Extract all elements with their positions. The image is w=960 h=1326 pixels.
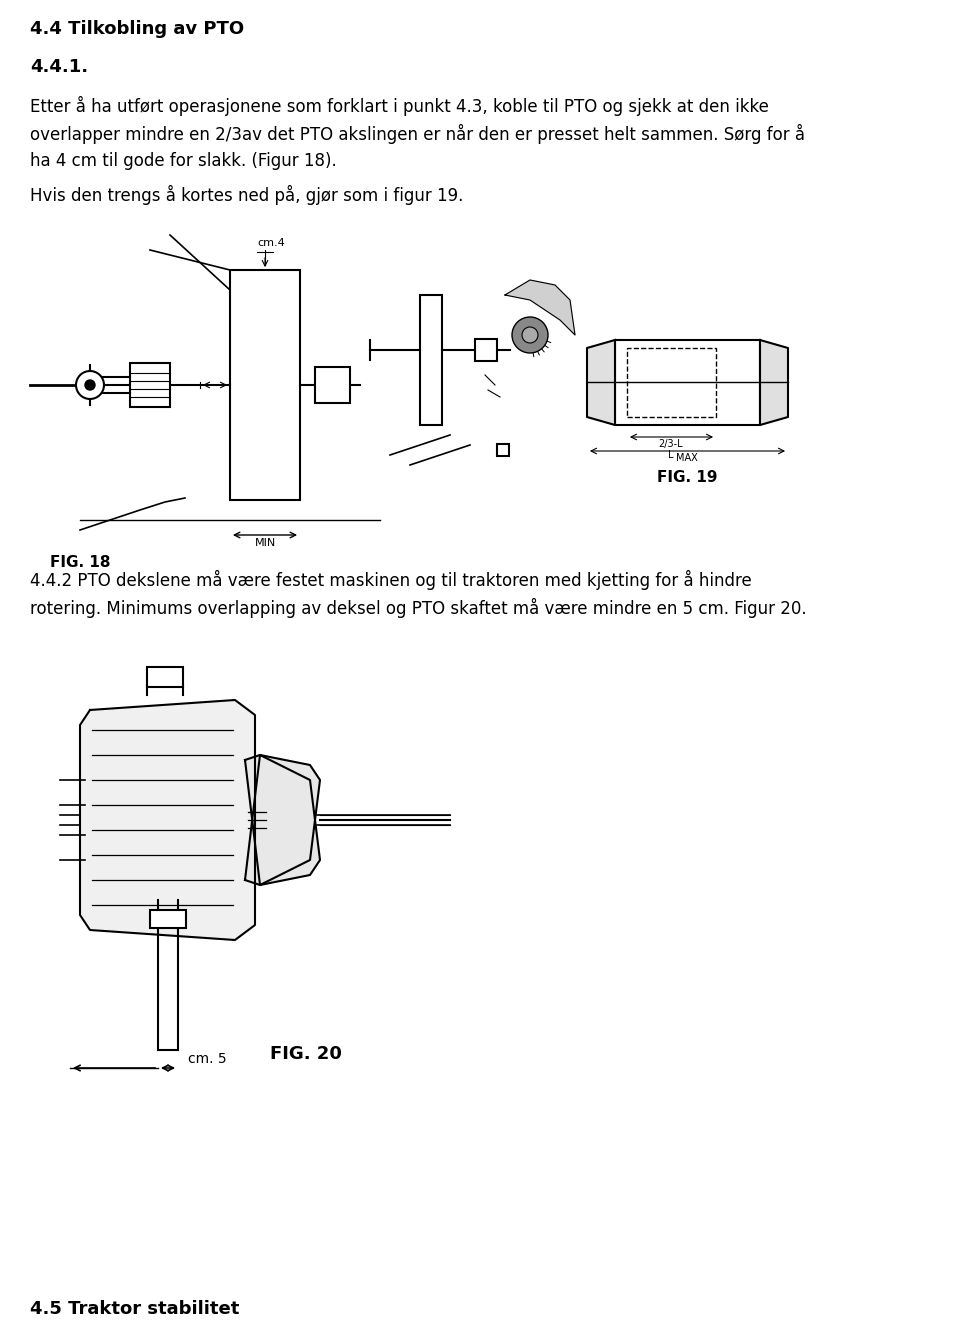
Polygon shape bbox=[760, 339, 788, 426]
Bar bbox=[315, 367, 350, 403]
Text: 4.4 Tilkobling av PTO: 4.4 Tilkobling av PTO bbox=[30, 20, 244, 38]
Circle shape bbox=[512, 317, 548, 353]
Bar bbox=[230, 271, 300, 500]
Bar bbox=[130, 363, 170, 407]
Circle shape bbox=[522, 328, 538, 343]
Text: cm. 5: cm. 5 bbox=[188, 1052, 227, 1066]
Text: Etter å ha utført operasjonene som forklart i punkt 4.3, koble til PTO og sjekk : Etter å ha utført operasjonene som forkl… bbox=[30, 95, 769, 117]
Text: rotering. Minimums overlapping av deksel og PTO skaftet må være mindre en 5 cm. : rotering. Minimums overlapping av deksel… bbox=[30, 598, 806, 618]
Text: overlapper mindre en 2/3av det PTO akslingen er når den er presset helt sammen. : overlapper mindre en 2/3av det PTO aksli… bbox=[30, 125, 805, 145]
Bar bbox=[497, 444, 509, 456]
Bar bbox=[627, 347, 716, 416]
Text: 4.4.2 PTO dekslene må være festet maskinen og til traktoren med kjetting for å h: 4.4.2 PTO dekslene må være festet maskin… bbox=[30, 570, 752, 590]
Text: MIN: MIN bbox=[254, 538, 276, 548]
Bar bbox=[615, 339, 760, 426]
Polygon shape bbox=[587, 339, 615, 426]
Text: MAX: MAX bbox=[676, 453, 698, 463]
Bar bbox=[147, 667, 183, 687]
Bar bbox=[475, 339, 497, 361]
Bar bbox=[420, 294, 442, 426]
Circle shape bbox=[85, 381, 95, 390]
Text: 2/3-L: 2/3-L bbox=[659, 439, 684, 450]
Text: Hvis den trengs å kortes ned på, gjør som i figur 19.: Hvis den trengs å kortes ned på, gjør so… bbox=[30, 186, 464, 206]
Polygon shape bbox=[245, 754, 320, 884]
Text: cm.4: cm.4 bbox=[257, 237, 285, 248]
Polygon shape bbox=[505, 280, 575, 335]
Text: FIG. 20: FIG. 20 bbox=[270, 1045, 342, 1063]
Circle shape bbox=[76, 371, 104, 399]
Bar bbox=[150, 910, 186, 928]
Text: FIG. 18: FIG. 18 bbox=[50, 556, 110, 570]
Text: 4.4.1.: 4.4.1. bbox=[30, 58, 88, 76]
Polygon shape bbox=[80, 700, 255, 940]
Polygon shape bbox=[245, 754, 320, 884]
Text: 4.5 Traktor stabilitet: 4.5 Traktor stabilitet bbox=[30, 1299, 239, 1318]
Text: ha 4 cm til gode for slakk. (Figur 18).: ha 4 cm til gode for slakk. (Figur 18). bbox=[30, 152, 337, 170]
Text: FIG. 19: FIG. 19 bbox=[657, 469, 717, 485]
Text: L: L bbox=[668, 450, 674, 460]
